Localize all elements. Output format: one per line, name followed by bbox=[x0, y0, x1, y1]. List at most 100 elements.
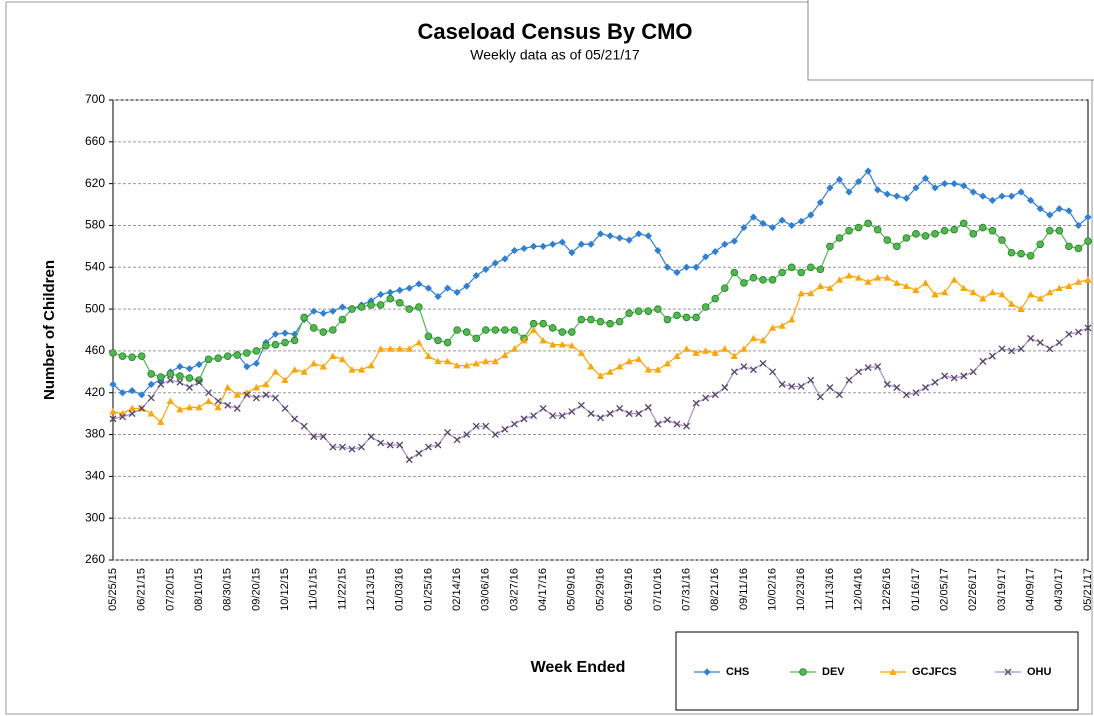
marker bbox=[481, 326, 490, 334]
marker bbox=[701, 303, 710, 311]
marker bbox=[587, 410, 595, 418]
marker bbox=[377, 345, 385, 352]
marker bbox=[443, 357, 452, 365]
marker bbox=[663, 359, 672, 367]
marker bbox=[816, 393, 824, 401]
marker bbox=[778, 268, 786, 277]
marker bbox=[568, 249, 576, 257]
marker bbox=[1026, 251, 1035, 260]
y-tick-label: 380 bbox=[85, 427, 105, 441]
marker bbox=[959, 219, 968, 228]
marker bbox=[1036, 205, 1044, 213]
marker bbox=[376, 301, 385, 309]
marker bbox=[463, 361, 471, 369]
marker bbox=[988, 352, 996, 360]
marker bbox=[606, 368, 614, 375]
marker bbox=[845, 188, 853, 196]
marker bbox=[510, 326, 519, 334]
marker bbox=[682, 345, 691, 352]
marker bbox=[156, 373, 165, 381]
marker bbox=[835, 276, 844, 283]
marker bbox=[941, 372, 949, 380]
marker bbox=[558, 341, 566, 348]
marker bbox=[243, 362, 251, 371]
marker bbox=[491, 431, 499, 439]
marker bbox=[635, 410, 643, 418]
marker bbox=[118, 389, 127, 397]
marker bbox=[692, 263, 700, 271]
marker bbox=[711, 247, 719, 256]
marker bbox=[281, 376, 289, 384]
marker bbox=[902, 391, 910, 399]
marker bbox=[893, 242, 901, 251]
marker bbox=[873, 225, 882, 234]
x-tick-label: 04/30/17 bbox=[1053, 568, 1065, 611]
marker bbox=[501, 425, 509, 433]
marker bbox=[549, 240, 557, 248]
marker bbox=[357, 303, 366, 311]
x-tick-label: 05/09/16 bbox=[566, 568, 578, 611]
marker bbox=[941, 288, 949, 296]
marker bbox=[960, 182, 968, 190]
marker bbox=[1008, 347, 1015, 355]
marker bbox=[836, 391, 843, 399]
marker bbox=[367, 301, 375, 309]
marker bbox=[1027, 196, 1035, 204]
marker bbox=[807, 289, 815, 297]
marker bbox=[864, 167, 872, 175]
marker bbox=[1055, 339, 1063, 347]
marker bbox=[157, 380, 165, 388]
marker bbox=[396, 286, 404, 294]
marker bbox=[749, 366, 757, 374]
marker bbox=[530, 412, 538, 420]
marker bbox=[1017, 305, 1025, 312]
marker bbox=[1046, 288, 1054, 296]
marker bbox=[998, 236, 1006, 244]
marker bbox=[673, 352, 681, 360]
marker bbox=[310, 359, 318, 367]
marker bbox=[501, 326, 509, 334]
marker bbox=[874, 363, 882, 371]
marker bbox=[166, 376, 174, 384]
marker bbox=[950, 225, 958, 234]
marker bbox=[482, 357, 490, 365]
marker bbox=[730, 368, 738, 376]
marker bbox=[625, 357, 633, 365]
marker bbox=[109, 407, 117, 415]
marker bbox=[988, 288, 997, 296]
marker bbox=[558, 412, 566, 420]
x-tick-label: 11/22/15 bbox=[336, 568, 348, 610]
marker bbox=[147, 370, 156, 378]
marker bbox=[673, 420, 681, 428]
marker bbox=[147, 394, 155, 402]
marker bbox=[902, 282, 910, 289]
marker bbox=[568, 342, 576, 349]
x-tick-label: 07/10/16 bbox=[652, 568, 664, 611]
marker bbox=[233, 351, 242, 359]
y-tick-label: 420 bbox=[85, 385, 105, 399]
marker bbox=[635, 230, 643, 238]
marker bbox=[1046, 211, 1054, 219]
marker bbox=[663, 416, 671, 424]
marker bbox=[883, 380, 891, 388]
marker bbox=[300, 422, 308, 430]
x-tick-label: 01/03/16 bbox=[394, 568, 406, 611]
marker bbox=[223, 352, 232, 360]
marker bbox=[703, 668, 711, 676]
x-tick-label: 12/26/16 bbox=[881, 568, 893, 611]
marker bbox=[711, 391, 719, 399]
marker bbox=[539, 319, 547, 328]
marker bbox=[434, 292, 442, 301]
marker bbox=[950, 276, 958, 283]
marker bbox=[453, 326, 461, 334]
marker bbox=[1074, 244, 1083, 253]
marker bbox=[864, 364, 872, 372]
marker bbox=[1055, 284, 1063, 292]
x-tick-label: 04/09/17 bbox=[1025, 568, 1037, 611]
marker bbox=[147, 380, 155, 388]
marker bbox=[788, 221, 796, 230]
marker bbox=[950, 374, 958, 382]
marker bbox=[176, 405, 184, 413]
marker bbox=[539, 404, 547, 412]
marker bbox=[252, 383, 260, 391]
